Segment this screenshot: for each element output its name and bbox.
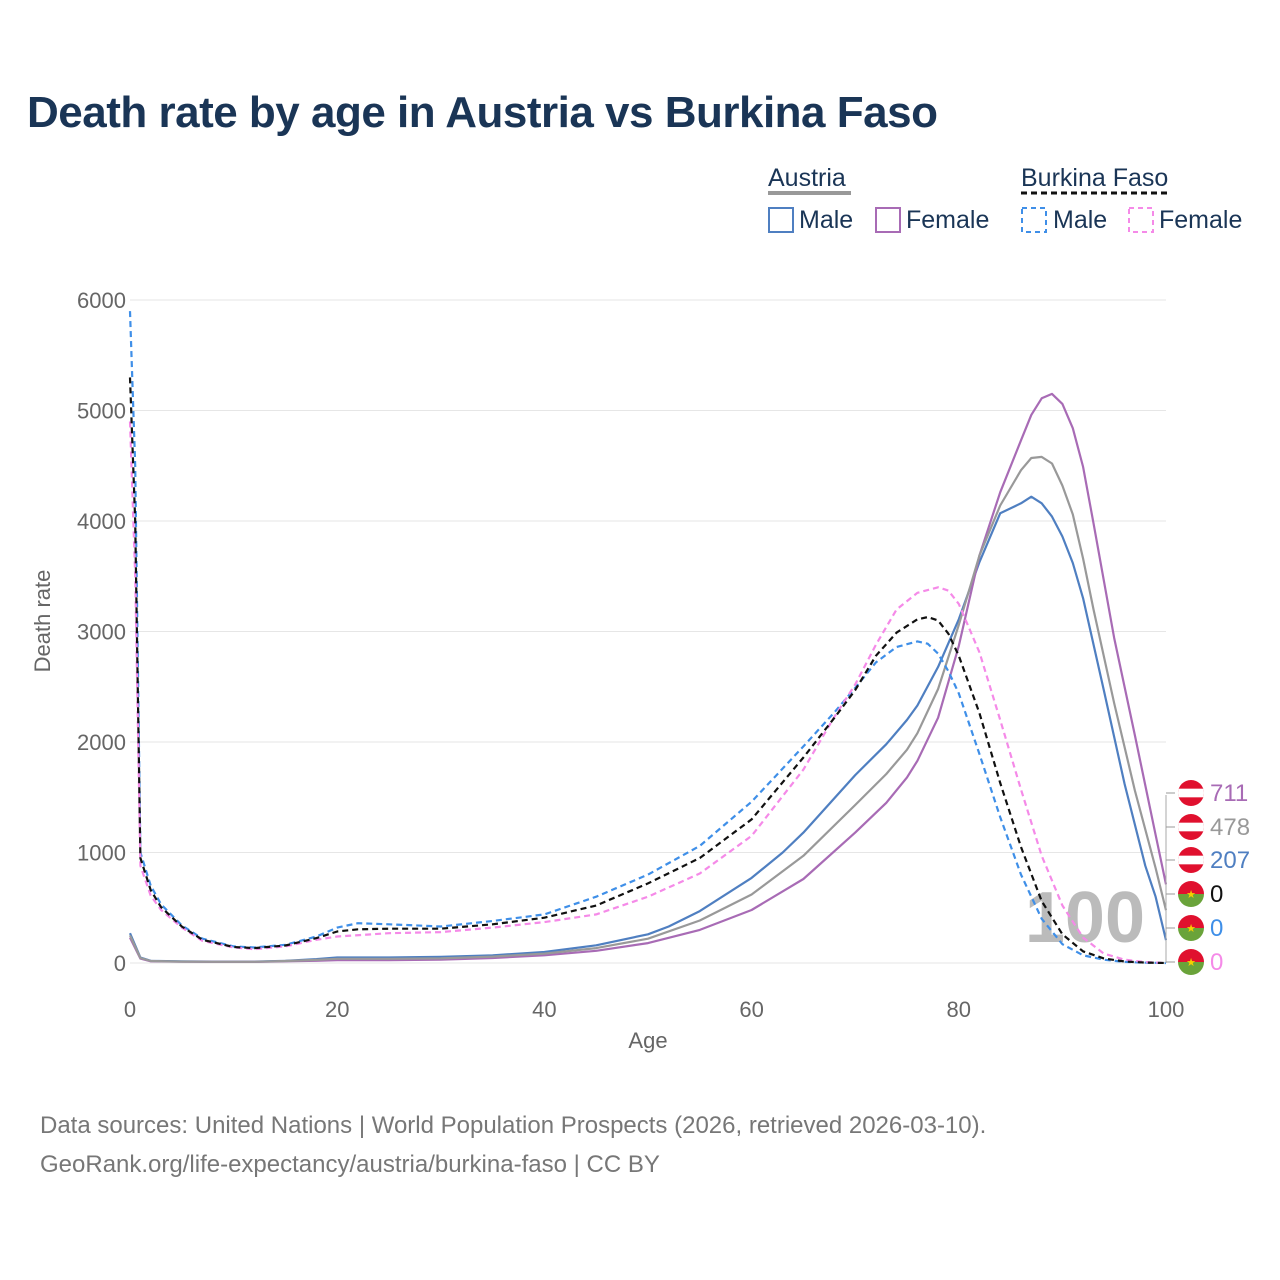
austria-flag-icon: [1178, 780, 1204, 806]
gridlines: [130, 299, 1166, 964]
x-tick-label: 40: [532, 997, 556, 1022]
legend-burkina-female-label[interactable]: Female: [1159, 206, 1242, 234]
chart-title: Death rate by age in Austria vs Burkina …: [27, 88, 938, 137]
y-tick-label: 3000: [77, 620, 126, 645]
end-label-burkina-total: ★ 0: [1166, 881, 1223, 908]
y-tick-label: 0: [114, 951, 126, 976]
y-axis-ticks: 0 1000 2000 3000 4000 5000 6000: [77, 288, 126, 976]
end-label-austria-male: 207: [1166, 847, 1250, 874]
y-tick-label: 4000: [77, 509, 126, 534]
legend: Austria Male Female Burkina Faso Male Fe…: [768, 164, 1242, 234]
burkina-faso-flag-icon: ★: [1178, 915, 1204, 941]
series-line-austria-total[interactable]: [129, 455, 1168, 963]
y-tick-label: 6000: [77, 288, 126, 313]
end-label-burkina-male: ★ 0: [1166, 915, 1223, 942]
legend-austria-male-label[interactable]: Male: [799, 206, 853, 234]
x-axis-ticks: 0 20 40 60 80 100: [124, 997, 1184, 1022]
series-line-burkina-female[interactable]: [128, 421, 1167, 965]
footer: Data sources: United Nations | World Pop…: [40, 1106, 986, 1184]
y-tick-label: 5000: [77, 399, 126, 424]
burkina-faso-flag-icon: ★: [1178, 881, 1204, 907]
y-tick-label: 1000: [77, 841, 126, 866]
series-line-austria-male[interactable]: [128, 495, 1168, 963]
series-line-burkina-male[interactable]: [128, 311, 1167, 965]
burkina-faso-flag-icon: ★: [1178, 949, 1204, 975]
austria-flag-icon: [1178, 847, 1204, 873]
x-tick-label: 20: [325, 997, 349, 1022]
end-value-label: 0: [1210, 949, 1223, 976]
legend-burkina-male-swatch[interactable]: [1021, 207, 1047, 233]
end-value-label: 711: [1210, 780, 1248, 807]
x-tick-label: 0: [124, 997, 136, 1022]
x-tick-label: 80: [947, 997, 971, 1022]
y-tick-label: 2000: [77, 730, 126, 755]
end-value-label: 0: [1210, 881, 1223, 908]
x-tick-label: 60: [739, 997, 763, 1022]
end-label-burkina-female: ★ 0: [1166, 949, 1223, 976]
y-axis-title: Death rate: [30, 570, 55, 673]
footer-link[interactable]: GeoRank.org/life-expectancy/austria/burk…: [40, 1151, 660, 1178]
legend-group-burkina-label: Burkina Faso: [1021, 164, 1168, 192]
legend-burkina-female-swatch[interactable]: [1128, 207, 1154, 233]
austria-flag-icon: [1178, 814, 1204, 840]
legend-burkina-male-label[interactable]: Male: [1053, 206, 1107, 234]
svg-text:★: ★: [1186, 956, 1196, 969]
series-lines: [128, 311, 1168, 965]
end-value-label: 478: [1210, 814, 1250, 841]
footer-source: Data sources: United Nations | World Pop…: [40, 1112, 987, 1139]
legend-group-austria-label: Austria: [768, 164, 846, 192]
legend-austria-female-label[interactable]: Female: [906, 206, 989, 234]
legend-austria-female-swatch[interactable]: [875, 207, 901, 233]
end-label-austria-female: 711: [1166, 780, 1248, 807]
series-line-burkina-total[interactable]: [128, 377, 1167, 965]
end-value-label: 207: [1210, 847, 1250, 874]
svg-text:★: ★: [1186, 922, 1196, 935]
x-tick-label: 100: [1148, 997, 1185, 1022]
series-line-austria-female[interactable]: [129, 392, 1168, 963]
end-value-label: 0: [1210, 915, 1223, 942]
svg-text:★: ★: [1186, 888, 1196, 901]
end-label-austria-total: 478: [1166, 814, 1250, 841]
year-watermark: 100: [1025, 878, 1145, 958]
x-axis-title: Age: [628, 1028, 667, 1053]
legend-austria-male-swatch[interactable]: [768, 207, 794, 233]
